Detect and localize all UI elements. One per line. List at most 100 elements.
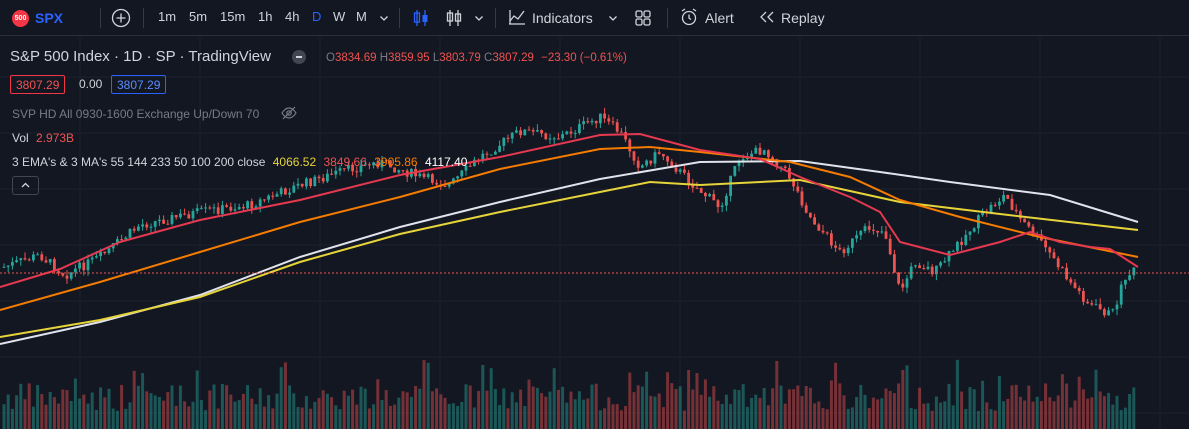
symbol-search[interactable]: 500 SPX [12, 0, 63, 36]
volume-bar [313, 401, 317, 429]
interval-4h[interactable]: 4h [285, 9, 300, 24]
replay-button[interactable]: Replay [758, 0, 825, 36]
interval-w[interactable]: W [333, 9, 346, 24]
alert-button[interactable]: Alert [679, 0, 734, 36]
volume-bar [334, 405, 338, 429]
candle-body [447, 183, 451, 187]
candle-body [107, 248, 111, 254]
volume-bar [859, 384, 863, 429]
candle-body [712, 194, 716, 201]
chevron-down-icon[interactable] [473, 0, 485, 36]
candle-body [1048, 247, 1052, 253]
candle-body [993, 204, 997, 206]
volume-bar [964, 408, 968, 429]
volume-bar [720, 403, 724, 429]
chart-pane[interactable]: S&P 500 Index · 1D · SP · TradingView O3… [0, 37, 1189, 429]
volume-bar [989, 409, 993, 429]
candle-body [800, 191, 804, 206]
collapse-icon[interactable] [12, 176, 39, 195]
volume-bar [330, 397, 334, 429]
candle-body [502, 137, 506, 146]
candle-body [1073, 282, 1077, 288]
candle-body [1031, 226, 1035, 236]
candle-body [279, 188, 283, 195]
interval-5m[interactable]: 5m [189, 9, 208, 24]
candle-body [859, 230, 863, 236]
volume-bar [262, 406, 266, 429]
volume-bar [325, 393, 329, 429]
volume-bar [15, 395, 19, 429]
candle-body [905, 278, 909, 288]
volume-bar [1065, 383, 1069, 429]
candle-body [468, 165, 472, 167]
volume-bar [162, 400, 166, 429]
volume-bar [69, 400, 73, 429]
candle-body [956, 241, 959, 251]
volume-bar [19, 383, 23, 429]
candle-body [523, 129, 527, 136]
close-label: C [484, 52, 493, 64]
indicators-button[interactable]: Indicators [507, 0, 593, 36]
volume-bar [216, 408, 220, 429]
volume-bar [699, 394, 703, 429]
interval-1m[interactable]: 1m [158, 9, 177, 24]
interval-15m[interactable]: 15m [220, 9, 246, 24]
volume-bar [44, 404, 48, 429]
buy-price-box[interactable]: 3807.29 [111, 75, 167, 94]
candle-body [762, 150, 766, 155]
volume-bar [435, 388, 439, 429]
candle-body [1111, 309, 1115, 311]
candle-body [153, 221, 157, 227]
candle-body [998, 201, 1001, 206]
volume-bar [586, 398, 590, 429]
volume-bar [523, 405, 527, 429]
volume-bar [632, 392, 636, 429]
candle-body [250, 201, 254, 209]
candle-body [128, 228, 132, 238]
layout-icon[interactable] [633, 0, 653, 36]
candle-body [309, 178, 312, 187]
volume-bar [514, 402, 518, 429]
bar-style-icon[interactable] [444, 0, 464, 36]
candle-body [19, 258, 23, 261]
volume-legend: Vol 2.973B [12, 131, 74, 145]
legend-settings-icon[interactable] [292, 50, 306, 64]
candle-body [372, 162, 375, 166]
indicators-label: Indicators [532, 10, 593, 26]
price-chart[interactable] [0, 37, 1189, 429]
volume-bar [863, 394, 867, 429]
volume-bar [94, 409, 98, 429]
chevron-down-icon[interactable] [607, 0, 619, 36]
volume-bar [695, 373, 699, 429]
candle-body [926, 266, 930, 270]
candle-body [368, 164, 371, 166]
candle-body [351, 164, 354, 172]
interval-d[interactable]: D [312, 9, 322, 24]
candle-body [292, 185, 296, 193]
candle-body [901, 283, 905, 288]
candle-body [397, 170, 401, 173]
add-symbol-icon[interactable] [111, 0, 131, 36]
volume-bar [178, 385, 182, 429]
volume-bar [376, 379, 380, 429]
volume-bar [267, 395, 271, 429]
sell-price-box[interactable]: 3807.29 [10, 75, 66, 94]
candle-body [11, 262, 14, 266]
candles-icon[interactable] [411, 0, 431, 36]
candle-body [141, 224, 144, 227]
volume-bar [603, 408, 607, 429]
eye-hidden-icon[interactable] [281, 105, 297, 126]
divider [667, 8, 668, 28]
volume-bar [808, 387, 812, 429]
volume-bar [153, 395, 157, 429]
interval-1h[interactable]: 1h [258, 9, 273, 24]
alert-label: Alert [705, 10, 734, 26]
candle-body [813, 217, 816, 225]
volume-bar [464, 384, 468, 429]
volume-bar [1128, 393, 1132, 429]
volume-bar [1123, 407, 1127, 429]
interval-m[interactable]: M [356, 9, 367, 24]
chevron-down-icon[interactable] [378, 0, 390, 36]
candle-body [620, 131, 623, 133]
candle-body [989, 204, 993, 213]
